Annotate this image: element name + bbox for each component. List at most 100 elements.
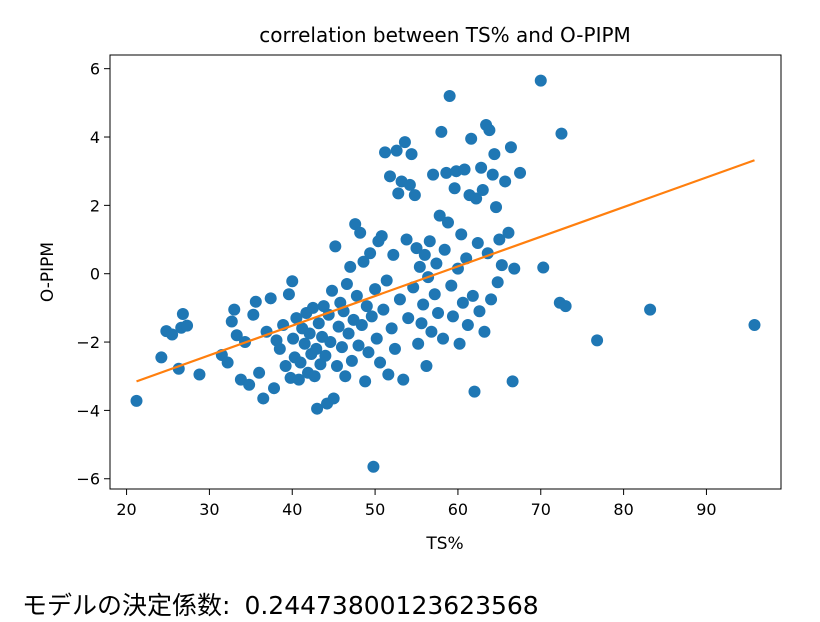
data-point — [461, 318, 474, 331]
data-point — [476, 183, 489, 196]
data-point — [486, 168, 499, 181]
data-point — [432, 307, 445, 320]
data-point — [352, 339, 365, 352]
data-point — [268, 382, 281, 395]
data-point — [400, 233, 413, 246]
data-point — [504, 141, 517, 154]
r2-value: 0.24473800123623568 — [244, 591, 539, 620]
data-point — [410, 242, 423, 255]
data-point — [287, 332, 300, 345]
data-point — [364, 247, 377, 260]
x-tick-label: 30 — [199, 500, 219, 519]
data-point — [388, 342, 401, 355]
data-point — [166, 328, 179, 341]
data-point — [360, 300, 373, 313]
x-tick-label: 90 — [696, 500, 716, 519]
data-point — [408, 189, 421, 202]
data-point — [382, 368, 395, 381]
data-point — [418, 248, 431, 261]
data-point — [221, 356, 234, 369]
data-point — [365, 310, 378, 323]
data-point — [329, 240, 342, 253]
data-point — [453, 337, 466, 350]
y-tick-label: 4 — [90, 128, 100, 147]
data-point — [340, 277, 353, 290]
r2-label: モデルの決定係数: — [22, 591, 231, 620]
data-point — [468, 385, 481, 398]
data-point — [591, 334, 604, 347]
data-point — [310, 342, 323, 355]
regression-line — [136, 159, 755, 383]
x-tick-label: 50 — [365, 500, 385, 519]
data-point — [455, 228, 468, 241]
data-point — [508, 262, 521, 275]
data-point — [502, 226, 515, 239]
data-point — [499, 175, 512, 188]
x-tick-label: 70 — [531, 500, 551, 519]
data-point — [392, 187, 405, 200]
data-point — [448, 182, 461, 195]
data-point — [374, 356, 387, 369]
data-point — [357, 255, 370, 268]
data-point — [493, 233, 506, 246]
data-point — [478, 325, 491, 338]
y-tick-label: 0 — [90, 265, 100, 284]
data-point — [306, 301, 319, 314]
data-point — [445, 279, 458, 292]
data-point — [294, 356, 307, 369]
data-point — [473, 305, 486, 318]
data-point — [243, 378, 256, 391]
data-point — [425, 325, 438, 338]
data-point — [324, 336, 337, 349]
data-point — [155, 351, 168, 364]
data-point — [290, 312, 303, 325]
data-point — [415, 317, 428, 330]
data-point — [488, 148, 501, 161]
data-point — [443, 90, 456, 103]
data-point — [286, 275, 299, 288]
data-point — [379, 146, 392, 159]
data-point — [440, 166, 453, 179]
y-axis-label: O-PIPM — [38, 242, 58, 302]
data-point — [230, 329, 243, 342]
data-point — [370, 332, 383, 345]
data-point — [176, 308, 189, 321]
data-point — [335, 341, 348, 354]
data-point — [332, 320, 345, 333]
data-point — [298, 337, 311, 350]
data-point — [342, 327, 355, 340]
data-point — [428, 288, 441, 301]
data-point — [413, 260, 426, 273]
data-point — [417, 298, 430, 311]
data-point — [362, 346, 375, 359]
data-point — [446, 310, 459, 323]
data-point — [506, 375, 519, 388]
data-point — [470, 192, 483, 205]
data-point — [130, 394, 143, 407]
data-point — [465, 132, 478, 145]
data-point — [273, 342, 286, 355]
data-point — [537, 261, 550, 274]
y-tick-label: −6 — [76, 470, 100, 489]
data-point — [359, 375, 372, 388]
data-point — [555, 127, 568, 140]
data-point — [326, 284, 339, 297]
data-point — [398, 136, 411, 149]
data-point — [420, 359, 433, 372]
y-tick-label: −4 — [76, 401, 100, 420]
data-point — [405, 148, 418, 161]
data-point — [228, 303, 241, 316]
data-point — [279, 359, 292, 372]
x-tick-label: 20 — [116, 500, 136, 519]
chart-title: correlation between TS% and O-PIPM — [259, 23, 631, 47]
data-point — [253, 366, 266, 379]
data-point — [380, 274, 393, 287]
data-point — [441, 216, 454, 229]
data-point — [319, 349, 332, 362]
data-point — [383, 170, 396, 183]
data-point — [390, 144, 403, 157]
data-point — [433, 209, 446, 222]
data-point — [249, 295, 262, 308]
data-point — [559, 300, 572, 313]
data-point — [350, 289, 363, 302]
